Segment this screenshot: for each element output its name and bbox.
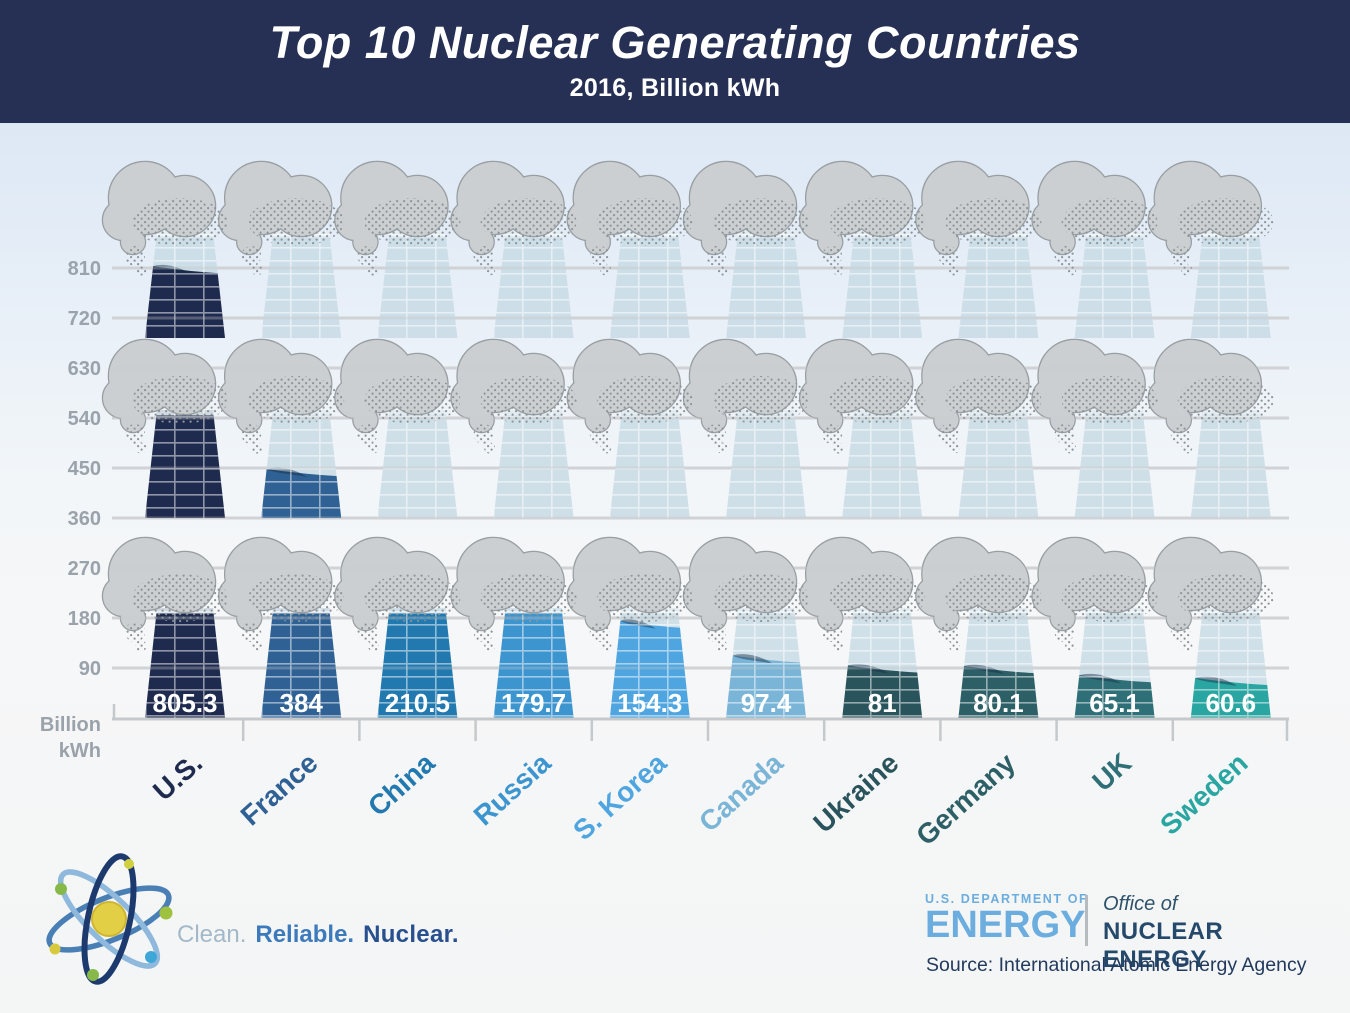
axis-tick-label: 180	[68, 608, 101, 630]
value-label: 805.3	[152, 688, 217, 718]
value-label: 154.3	[617, 688, 682, 718]
value-label: 60.6	[1205, 688, 1256, 718]
value-label: 81	[868, 688, 897, 718]
tagline-reliable: Reliable.	[255, 921, 355, 948]
doe-divider	[1085, 895, 1088, 946]
axis-tick-label: 540	[68, 408, 101, 430]
doe-energy-wordmark: ENERGY	[925, 904, 1086, 946]
header: Top 10 Nuclear Generating Countries 2016…	[0, 0, 1350, 123]
axis-tick-label: 720	[68, 308, 101, 330]
tagline-clean: Clean.	[177, 921, 247, 948]
value-label: 80.1	[973, 688, 1024, 718]
source-attribution: Source: International Atomic Energy Agen…	[926, 954, 1307, 976]
atom-logo	[46, 853, 173, 985]
axis-unit-label: kWh	[59, 740, 101, 762]
baseline-axis	[112, 704, 1289, 741]
value-label: 65.1	[1089, 688, 1140, 718]
nuclear-energy-label: NUCLEAR ENERGY	[1103, 918, 1224, 973]
office-of-label: Office of	[1103, 893, 1178, 915]
axis-tick-label: 630	[68, 358, 101, 380]
axis-tick-label: 450	[68, 458, 101, 480]
value-label: 97.4	[741, 688, 792, 718]
axis-tick-label: 90	[79, 658, 101, 680]
value-labels: 805.3 384 210.5 179.7 154.3 97.4 81 80.1 65.1 60.…	[152, 688, 1256, 718]
axis-tick-label: 810	[68, 258, 101, 280]
tower-fills	[145, 232, 1271, 718]
axis-tick-label: 360	[68, 508, 101, 530]
value-label: 384	[280, 688, 324, 718]
value-label: 210.5	[385, 688, 450, 718]
page-subtitle: 2016, Billion kWh	[569, 74, 781, 102]
atom-nucleus-icon	[91, 901, 127, 937]
doe-logo-block: U.S. DEPARTMENT OF ENERGY Office of NUCL…	[925, 892, 1325, 976]
tagline: Clean. Reliable. Nuclear.	[177, 921, 468, 949]
value-label: 179.7	[501, 688, 566, 718]
axis-tick-label: 270	[68, 558, 101, 580]
office-of-nuclear-energy: Office of NUCLEAR ENERGY	[1103, 893, 1325, 974]
page-title: Top 10 Nuclear Generating Countries	[269, 17, 1081, 68]
steam-cloud-icon	[101, 338, 217, 434]
axis-unit-label: Billion	[40, 714, 101, 736]
tagline-nuclear: Nuclear.	[363, 921, 459, 948]
steam-dots	[125, 198, 1274, 652]
doe-department-label: U.S. DEPARTMENT OF	[925, 892, 1089, 906]
